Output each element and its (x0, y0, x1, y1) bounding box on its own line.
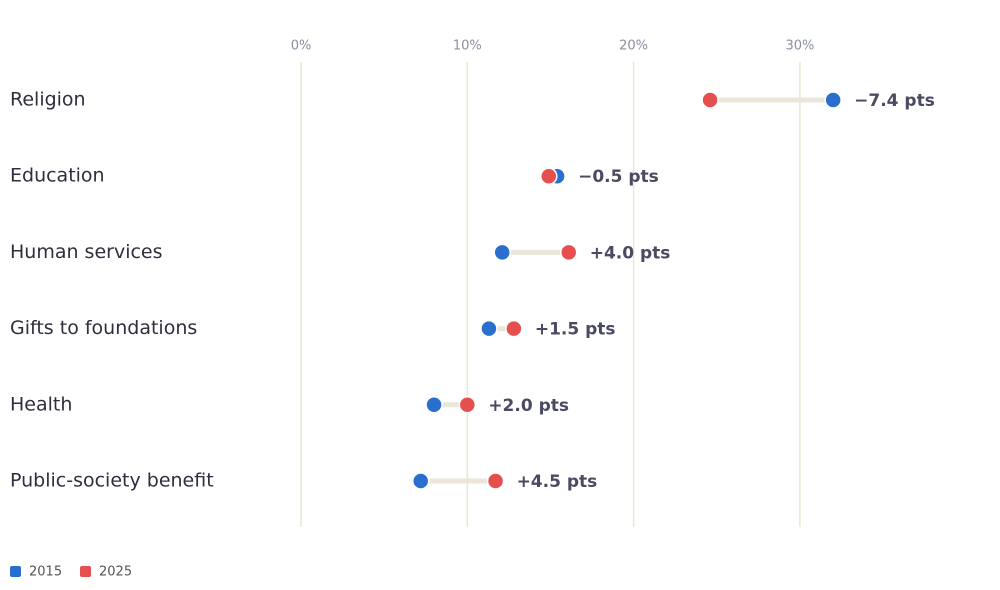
change-label: +4.0 pts (590, 243, 671, 263)
category-label: Human services (10, 241, 163, 263)
dot (824, 91, 842, 109)
category-label: Gifts to foundations (10, 317, 197, 339)
legend-swatch (10, 566, 21, 577)
dot (425, 396, 443, 414)
dot (540, 167, 558, 185)
change-label: −0.5 pts (578, 167, 659, 187)
category-label: Public-society benefit (10, 470, 214, 492)
dot (480, 319, 498, 338)
change-label: −7.4 pts (854, 91, 935, 111)
change-label: +1.5 pts (535, 320, 616, 340)
dot (458, 396, 477, 414)
x-tick-label: 30% (785, 39, 814, 54)
x-tick-label: 20% (619, 39, 648, 54)
x-tick-label: 10% (453, 39, 482, 54)
dot (559, 243, 578, 262)
x-tick-label: 0% (291, 39, 312, 54)
dot (505, 319, 523, 338)
legend-label: 2025 (99, 565, 132, 580)
change-label: +4.5 pts (517, 472, 598, 492)
dot (486, 472, 505, 490)
change-label: +2.0 pts (488, 396, 569, 416)
dot (701, 91, 719, 109)
legend-swatch (80, 566, 91, 577)
dot (493, 243, 511, 262)
category-label: Health (10, 393, 72, 415)
dot (411, 472, 430, 490)
legend-label: 2015 (29, 565, 62, 580)
category-label: Religion (10, 89, 86, 111)
category-label: Education (10, 165, 105, 187)
